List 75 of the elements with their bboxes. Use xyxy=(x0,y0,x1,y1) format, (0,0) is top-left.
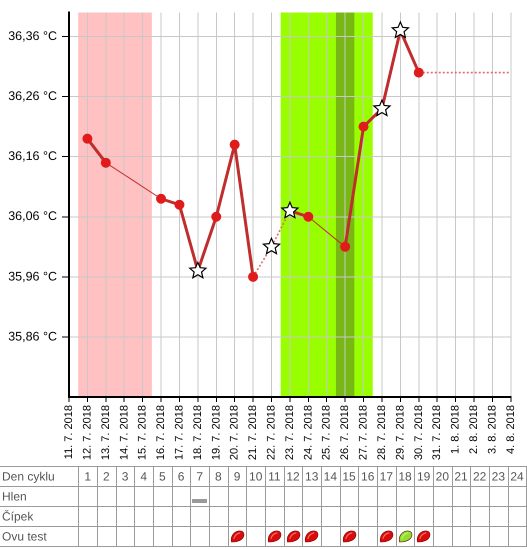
x-tick-label: 2. 8. 2018 xyxy=(468,405,480,454)
x2-tick-label: 24 xyxy=(510,470,524,484)
x-tick-label: 28. 7. 2018 xyxy=(376,405,388,460)
x-tick-label: 31. 7. 2018 xyxy=(431,405,444,460)
x2-tick-label: 15 xyxy=(342,470,356,484)
x-tick-label: 3. 8. 2018 xyxy=(486,405,498,454)
x-tick-label: 18. 7. 2018 xyxy=(192,405,204,460)
x-tick-label: 14. 7. 2018 xyxy=(118,405,130,460)
y-tick-label: 35,96 °C xyxy=(8,269,57,284)
x-tick-label: 1. 8. 2018 xyxy=(450,405,462,454)
x2-tick-label: 14 xyxy=(324,470,338,484)
x-tick-label: 15. 7. 2018 xyxy=(136,405,149,460)
x2-tick-label: 13 xyxy=(305,470,319,484)
point xyxy=(414,68,424,78)
x2-tick-label: 12 xyxy=(286,470,300,484)
y-tick-label: 36,26 °C xyxy=(8,89,57,104)
point xyxy=(230,140,240,150)
text: Čípek xyxy=(2,509,34,524)
x2-tick-label: 19 xyxy=(417,470,431,484)
x2-tick-label: 22 xyxy=(472,470,487,484)
point xyxy=(358,122,369,132)
x2-tick-label: 7 xyxy=(196,470,204,484)
x-tick-label: 26. 7. 2018 xyxy=(339,405,352,460)
point xyxy=(211,212,222,222)
x2-tick-label: 6 xyxy=(178,470,185,484)
x-tick-label: 25. 7. 2018 xyxy=(320,405,333,460)
x-tick-label: 27. 7. 2018 xyxy=(358,405,370,460)
x-tick-label: 30. 7. 2018 xyxy=(412,405,425,460)
x-tick-label: 17. 7. 2018 xyxy=(173,405,186,460)
point xyxy=(156,194,166,204)
x2-tick-label: 17 xyxy=(380,470,394,484)
x-tick-label: 4. 8. 2018 xyxy=(504,405,517,454)
point xyxy=(340,242,350,252)
y-tick-label: 35,86 °C xyxy=(8,329,57,344)
y-tick-label: 36,16 °C xyxy=(8,149,57,164)
point xyxy=(100,158,111,168)
x2-tick-label: 5 xyxy=(159,470,166,484)
x-tick-label: 29. 7. 2018 xyxy=(394,405,406,460)
x-tick-label: 12. 7. 2018 xyxy=(81,405,94,460)
x-tick-label: 22. 7. 2018 xyxy=(266,405,278,460)
x2-tick-label: 20 xyxy=(436,470,450,484)
point xyxy=(262,238,280,254)
point xyxy=(281,202,299,218)
x2-tick-label: 3 xyxy=(122,470,129,484)
x2-tick-label: 23 xyxy=(492,470,506,484)
x2-tick-label: 16 xyxy=(361,470,375,484)
x-tick-label: 21. 7. 2018 xyxy=(247,405,260,460)
x2-tick-label: 2 xyxy=(103,470,110,484)
point xyxy=(174,200,184,210)
x-tick-label: 20. 7. 2018 xyxy=(228,405,241,460)
x-tick-label: 23. 7. 2018 xyxy=(284,405,296,460)
y-tick-label: 36,36 °C xyxy=(8,28,57,43)
x-tick-label: 24. 7. 2018 xyxy=(302,405,314,460)
point xyxy=(392,21,410,38)
x-tick-label: 13. 7. 2018 xyxy=(100,405,112,460)
x2-tick-label: 1 xyxy=(84,470,92,484)
point xyxy=(303,212,314,222)
point xyxy=(189,262,207,278)
text: Den cyklu xyxy=(2,469,55,484)
x-tick-label: 19. 7. 2018 xyxy=(210,405,222,460)
x2-tick-label: 4 xyxy=(140,470,148,484)
point xyxy=(82,134,92,144)
x2-tick-label: 9 xyxy=(234,470,241,484)
text: Hlen xyxy=(2,489,27,504)
y-tick-label: 36,06 °C xyxy=(8,209,57,224)
x2-tick-label: 8 xyxy=(215,470,222,484)
x2-tick-label: 21 xyxy=(454,470,468,484)
point xyxy=(248,272,258,282)
x-tick-label: 16. 7. 2018 xyxy=(155,405,168,460)
x2-tick-label: 18 xyxy=(398,470,412,484)
x2-tick-label: 10 xyxy=(249,470,263,484)
text: Ovu test xyxy=(2,529,48,544)
x-tick-label: 11. 7. 2018 xyxy=(63,405,76,460)
x2-tick-label: 11 xyxy=(268,470,281,484)
point xyxy=(373,100,391,116)
